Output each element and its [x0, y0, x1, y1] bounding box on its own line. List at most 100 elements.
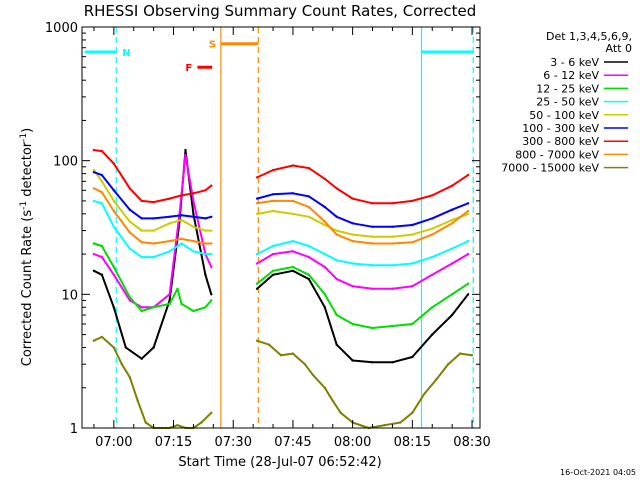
series-2-point-13: [255, 282, 259, 285]
legend-header-line1: Det 1,3,4,5,6,9,: [546, 30, 632, 43]
series-3-point-10: [210, 252, 213, 256]
series-7-point-5: [152, 242, 155, 245]
series-2-point-16: [307, 273, 311, 276]
series-3-point-13: [271, 244, 275, 248]
series-1-point-25: [466, 252, 470, 256]
series-2-point-20: [371, 326, 374, 330]
series-0-point-18: [335, 343, 338, 346]
series-2-point-24: [450, 293, 454, 296]
y-tick-label: 1000: [45, 21, 78, 36]
y-axis-label-main: Corrected Count Rate (s: [20, 210, 35, 367]
series-6-point-16: [323, 177, 326, 181]
series-5-point-13: [271, 193, 275, 196]
flag-label-n: N: [122, 48, 130, 59]
series-0-point-10: [204, 273, 207, 276]
series-7-point-1: [100, 191, 104, 194]
series-6-point-20: [391, 202, 394, 205]
series-1-point-24: [450, 262, 454, 265]
series-1-point-2: [112, 273, 116, 276]
series-4-point-8: [192, 225, 195, 228]
series-3-point-2: [112, 225, 116, 228]
series-8-point-29: [411, 411, 414, 414]
series-8-point-0: [92, 339, 96, 342]
series-0-point-19: [351, 359, 354, 362]
series-1-point-9: [192, 199, 195, 203]
series-6-point-21: [411, 199, 414, 203]
series-5-point-3: [128, 208, 131, 211]
y-axis-label-exp2: -1: [19, 133, 29, 142]
series-2-point-4: [140, 309, 143, 313]
series-3-point-15: [307, 244, 311, 248]
series-4-point-24: [466, 212, 470, 216]
legend-label-1: 6 - 12 keV: [543, 69, 599, 82]
series-8-point-13: [200, 421, 203, 424]
series-4-point-3: [128, 220, 131, 223]
series-6-point-2: [112, 162, 116, 165]
series-4-point-6: [168, 222, 171, 225]
series-0-point-16: [307, 277, 311, 281]
series-5-point-12: [255, 197, 259, 200]
series-3-point-7: [180, 242, 183, 245]
series-6-point-4: [140, 199, 143, 203]
series-6-point-7: [180, 194, 183, 197]
series-2-point-2: [112, 265, 116, 269]
series-6-point-0: [92, 148, 96, 152]
y-axis-label-exp: -1: [19, 201, 29, 210]
x-tick-label: 07:00: [95, 435, 132, 450]
series-7: [92, 187, 470, 245]
series-5-point-16: [323, 205, 326, 209]
series-6-point-9: [204, 189, 207, 192]
series-8-point-17: [267, 343, 271, 346]
series-5-point-22: [431, 217, 434, 220]
series-8-point-28: [399, 421, 402, 424]
series-5-point-2: [112, 189, 116, 192]
series-0-point-20: [371, 361, 374, 364]
series-4-point-23: [450, 218, 454, 222]
series-6-point-19: [371, 202, 374, 205]
series-3-point-14: [291, 239, 295, 243]
legend-label-7: 800 - 7000 keV: [515, 148, 599, 161]
series-4-point-5: [152, 229, 155, 232]
series-1-point-11: [210, 265, 213, 269]
series-0-point-9: [192, 212, 195, 216]
series-5-point-6: [168, 215, 171, 218]
legend-label-6: 300 - 800 keV: [522, 135, 599, 148]
series-0-point-22: [411, 355, 414, 359]
series-4-point-12: [255, 212, 259, 216]
series-2-point-19: [351, 322, 354, 326]
series-8-point-6: [144, 421, 147, 424]
series-2: [92, 242, 470, 330]
series-1-point-4: [140, 306, 143, 309]
series-0-point-15: [291, 269, 295, 272]
series-2-point-6: [168, 302, 171, 305]
series-8-point-32: [447, 363, 450, 366]
series-7-point-9: [204, 242, 207, 245]
series-lines: [92, 148, 474, 430]
series-5-point-19: [371, 225, 374, 228]
series-3-point-23: [450, 247, 454, 250]
series-1-point-22: [411, 285, 414, 288]
axes: 1 10 100 1000 07:00 07:15 07:30 07:45 08:00 08:15…: [45, 21, 491, 450]
legend-label-2: 12 - 25 keV: [536, 82, 599, 95]
series-3-point-19: [371, 264, 374, 267]
series-4-point-7: [180, 218, 183, 222]
series-2-point-25: [466, 282, 470, 285]
series-2-point-21: [391, 324, 394, 328]
series-1-point-0: [92, 252, 96, 256]
mode-lines: [115, 27, 474, 428]
series-4-point-10: [210, 229, 213, 232]
series-4-point-1: [100, 180, 104, 183]
series-7-point-13: [271, 199, 275, 203]
series-2-point-22: [411, 322, 414, 326]
series-3-point-3: [128, 247, 131, 250]
flag-bars: N F S: [84, 40, 474, 74]
series-5-point-15: [307, 195, 311, 198]
series-6-point-24: [466, 173, 470, 177]
series-6-point-5: [152, 200, 155, 204]
series-1-point-16: [307, 255, 311, 259]
series-8-point-21: [311, 373, 314, 376]
series-3-point-5: [152, 255, 155, 259]
series-5-point-4: [140, 217, 143, 220]
y-axis-label-mid: detector: [20, 141, 35, 201]
